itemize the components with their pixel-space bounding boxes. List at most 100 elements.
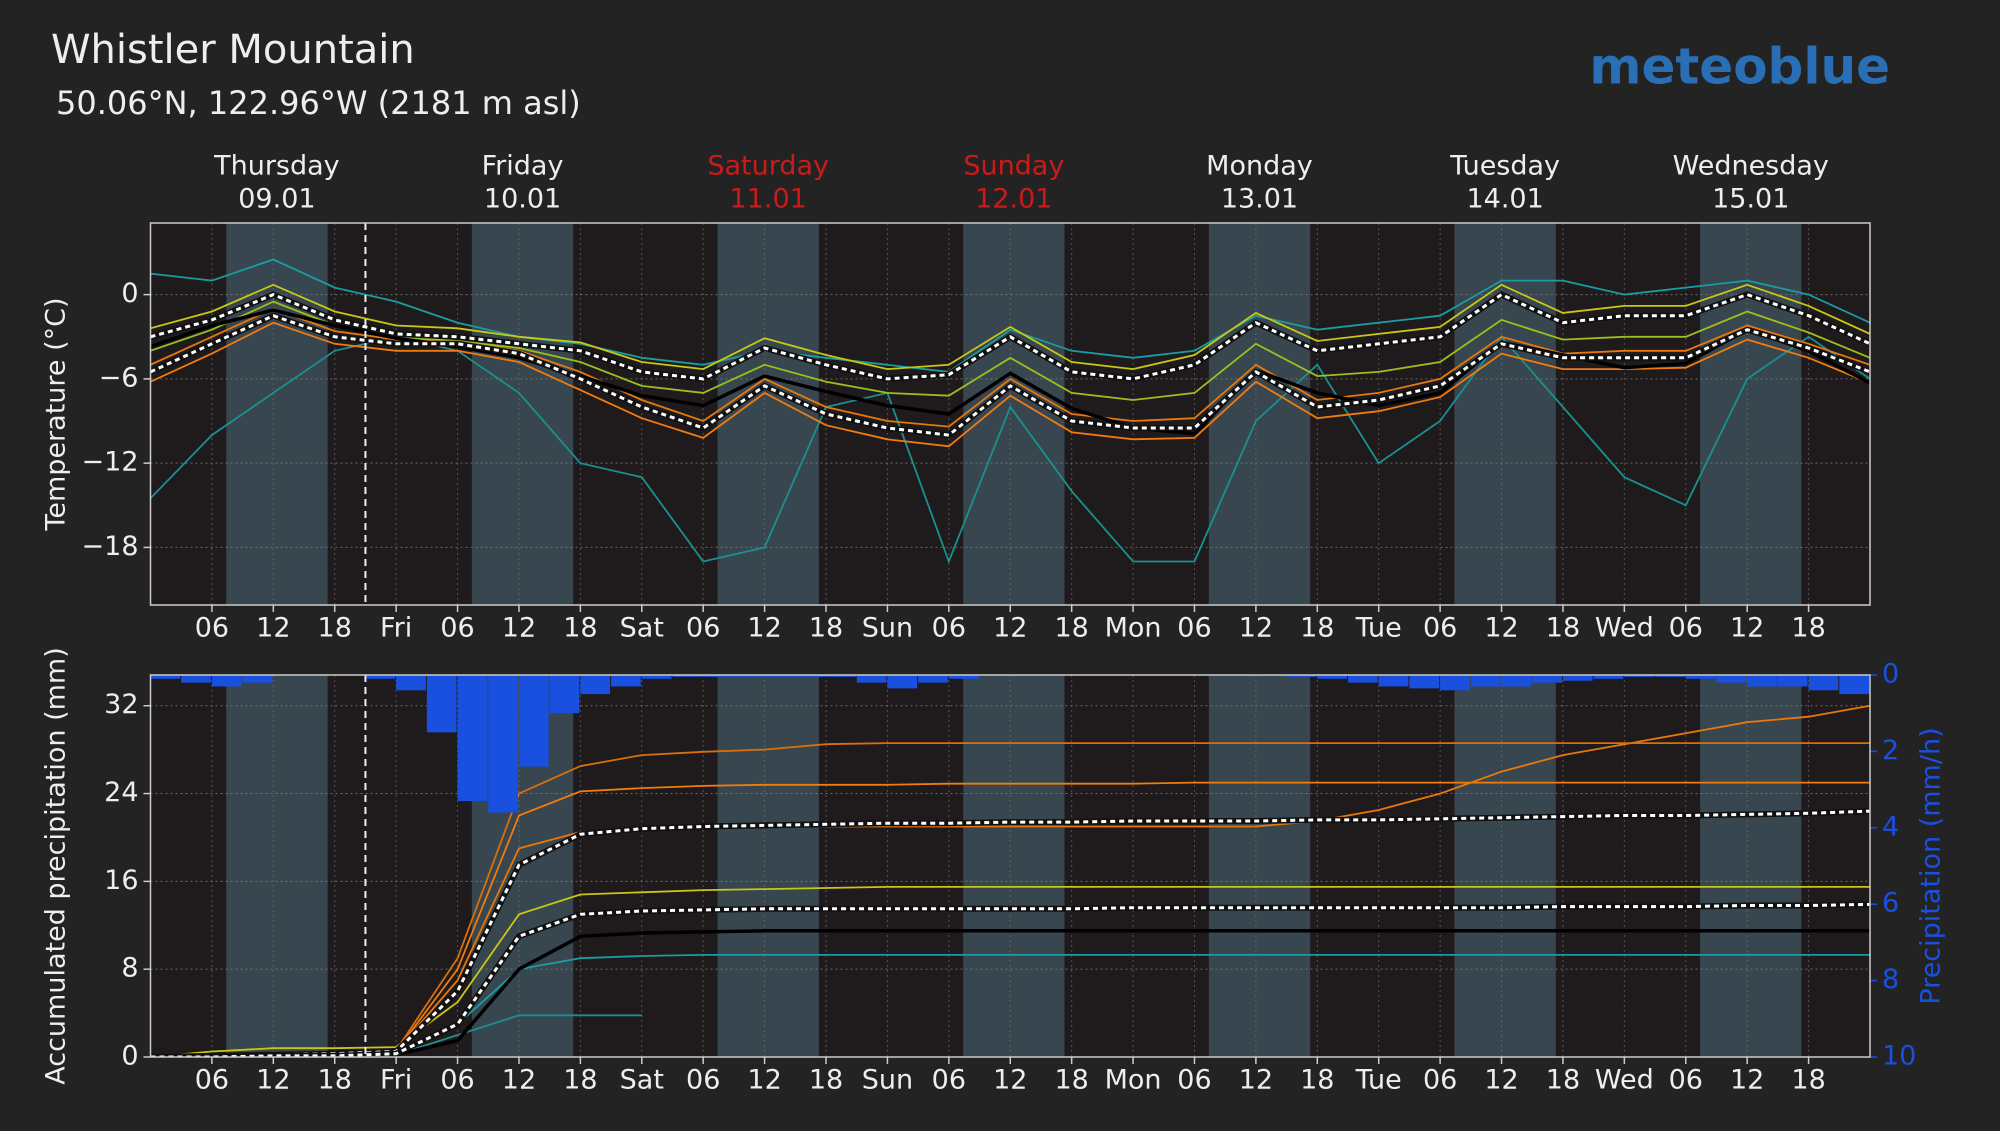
x-tick-label: 06	[932, 1065, 966, 1096]
day-date: 10.01	[484, 184, 561, 215]
day-date: 13.01	[1221, 184, 1298, 215]
x-tick-label: Mon	[1105, 613, 1162, 644]
series-line	[150, 307, 1870, 428]
series-line-outline	[150, 808, 1870, 1057]
x-tick-label: 12	[256, 1065, 290, 1096]
x-tick-label: 06	[440, 613, 474, 644]
y-tick-label: −12	[82, 447, 139, 478]
x-tick-label: 18	[1054, 613, 1088, 644]
precip-bar	[396, 675, 426, 691]
subtitle: 50.06°N, 122.96°W (2181 m asl)	[56, 84, 581, 122]
x-tick-label: 06	[1423, 613, 1457, 644]
x-tick-label: 12	[993, 1065, 1027, 1096]
x-tick-label: Wed	[1595, 613, 1654, 644]
x-tick-label: 18	[563, 1065, 597, 1096]
y2-tick-label: 2	[1882, 735, 1899, 766]
y-tick-label: 0	[121, 1041, 138, 1072]
x-tick-label: 12	[1730, 1065, 1764, 1096]
daylight-band	[717, 675, 819, 1057]
precip-bar	[1470, 675, 1501, 687]
daylight-band	[1208, 675, 1311, 1057]
daylight-band	[471, 223, 574, 605]
series-line	[150, 314, 1870, 437]
x-tick-label: 12	[1484, 1065, 1518, 1096]
precip-bar	[1532, 675, 1562, 683]
y2-tick-label: 4	[1882, 811, 1899, 842]
x-tick-label: 18	[809, 1065, 843, 1096]
precip-bar	[948, 675, 979, 679]
precip-bar	[518, 675, 549, 767]
y2-tick-label: 0	[1882, 659, 1899, 690]
x-tick-label: 18	[1791, 1065, 1825, 1096]
series-line	[150, 321, 1870, 448]
x-tick-label: 18	[1546, 613, 1580, 644]
title: Whistler Mountain	[51, 27, 415, 73]
precip-bar	[887, 675, 918, 689]
precip-bar	[703, 675, 733, 677]
day-date: 09.01	[238, 184, 315, 215]
x-tick-label: 18	[1300, 1065, 1334, 1096]
precip-bar	[826, 675, 856, 677]
x-tick-label: 06	[1177, 613, 1211, 644]
precip-bar	[1716, 675, 1747, 683]
precip-bar	[549, 675, 580, 714]
x-tick-label: 12	[747, 613, 781, 644]
plot-area	[150, 675, 1870, 1057]
precip-bar	[1593, 675, 1624, 679]
precip-bar	[856, 675, 887, 683]
series-line	[150, 300, 1870, 401]
y-tick-label: 16	[104, 865, 138, 896]
series-line	[150, 292, 1870, 381]
precip-bar	[1440, 675, 1470, 691]
x-tick-label: 06	[686, 613, 720, 644]
x-tick-label: 12	[993, 613, 1027, 644]
precip-bar	[641, 675, 672, 679]
precip-bar	[672, 675, 703, 677]
x-tick-label: 18	[318, 613, 352, 644]
y-tick-label: −18	[82, 531, 139, 562]
series-line	[150, 886, 1870, 1057]
y-tick-label: 24	[104, 777, 138, 808]
x-tick-label: 18	[563, 613, 597, 644]
precip-bar	[211, 675, 242, 687]
daylight-band	[1454, 675, 1556, 1057]
x-tick-label: Fri	[380, 613, 412, 644]
x-tick-label: 06	[1177, 1065, 1211, 1096]
x-tick-label: 12	[502, 613, 536, 644]
x-tick-label: Sun	[862, 613, 913, 644]
x-tick-label: 12	[1239, 1065, 1273, 1096]
precip-bar	[1655, 675, 1685, 677]
precip-bar	[242, 675, 273, 683]
x-tick-label: Sat	[620, 1065, 664, 1096]
series-line	[150, 902, 1870, 1057]
x-tick-label: 18	[318, 1065, 352, 1096]
precip-bar	[1839, 675, 1869, 695]
daylight-band	[963, 223, 1065, 605]
precip-bar	[1286, 675, 1317, 677]
plot-border	[149, 674, 1871, 1058]
x-tick-label: 12	[747, 1065, 781, 1096]
day-date: 14.01	[1466, 184, 1543, 215]
y-axis-label: Temperature (°C)	[41, 297, 72, 531]
logo: meteoblue	[1589, 38, 1890, 96]
precip-bar	[1808, 675, 1839, 691]
plot-area	[150, 258, 1870, 565]
precip-bar	[1685, 675, 1716, 679]
precip-bar	[1348, 675, 1378, 683]
day-name: Monday	[1206, 151, 1313, 182]
series-line	[150, 929, 1870, 1057]
y-tick-label: 0	[121, 278, 138, 309]
day-date: 15.01	[1712, 184, 1789, 215]
precip-bar	[1777, 675, 1808, 687]
precip-bar	[733, 675, 764, 677]
x-tick-label: 06	[1423, 1065, 1457, 1096]
y-tick-label: −6	[99, 362, 139, 393]
x-tick-label: 18	[1791, 613, 1825, 644]
daylight-band	[226, 675, 328, 1057]
plot-border	[149, 222, 1871, 606]
precip-bar	[1624, 675, 1655, 677]
x-tick-label: 06	[195, 613, 229, 644]
precip-bar	[918, 675, 948, 683]
y2-tick-label: 10	[1882, 1041, 1916, 1072]
